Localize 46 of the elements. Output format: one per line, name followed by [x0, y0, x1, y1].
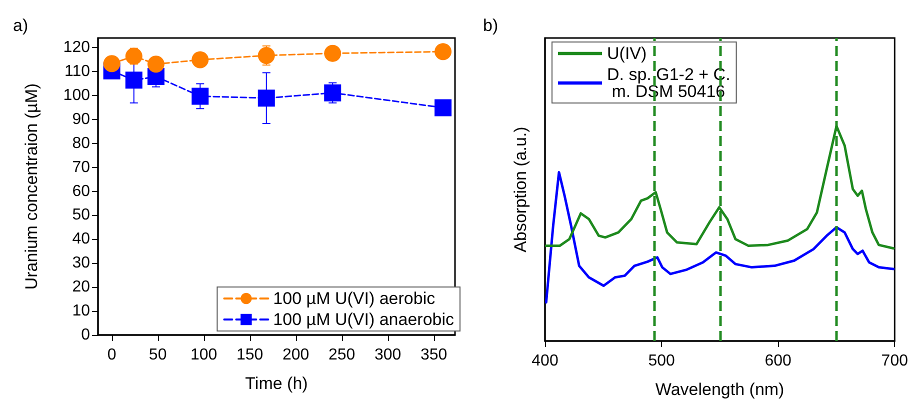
- legend-label: 100 µM U(VI) anaerobic: [273, 310, 454, 329]
- y-tick-label: 10: [72, 302, 90, 320]
- chart-title: b): [483, 16, 498, 35]
- point: [324, 44, 342, 62]
- point: [258, 46, 275, 64]
- x-tick-label: 100: [190, 346, 218, 364]
- point: [434, 99, 452, 116]
- x-tick-label: 600: [764, 352, 792, 370]
- x-tick-label: 350: [420, 346, 448, 364]
- x-axis-title: Time (h): [245, 374, 308, 393]
- point: [258, 90, 275, 107]
- point: [434, 43, 452, 60]
- x-tick-label: 150: [236, 346, 264, 364]
- x-tick-label: 700: [881, 352, 908, 370]
- x-tick-label: 500: [648, 352, 675, 370]
- x-tick-label: 250: [328, 346, 356, 364]
- x-tick-label: 50: [148, 346, 167, 364]
- point: [192, 88, 209, 105]
- chart-title: a): [13, 16, 28, 35]
- y-tick-label: 110: [64, 63, 90, 80]
- y-axis-title: Absorption (a.u.): [511, 126, 530, 252]
- point: [147, 56, 164, 73]
- y-tick-label: 100: [63, 86, 90, 104]
- y-tick-label: 60: [72, 182, 90, 200]
- point: [192, 51, 209, 68]
- y-tick-label: 80: [72, 134, 90, 152]
- x-tick-label: 400: [532, 352, 558, 370]
- x-axis-title: Wavelength (nm): [655, 380, 784, 399]
- point: [324, 84, 342, 102]
- y-tick-label: 40: [72, 230, 90, 248]
- x-tick-label: 0: [107, 346, 116, 364]
- point: [103, 55, 120, 72]
- legend-label: U(IV): [607, 44, 647, 63]
- y-tick-label: 120: [63, 39, 90, 56]
- x-tick-label: 200: [282, 346, 310, 364]
- y-tick-label: 70: [72, 158, 90, 176]
- y-tick-label: 20: [72, 278, 90, 296]
- y-tick-label: 0: [81, 326, 90, 344]
- y-tick-label: 30: [72, 254, 90, 272]
- y-tick-label: 90: [72, 110, 90, 128]
- point: [125, 72, 142, 89]
- legend-label: 100 µM U(VI) aerobic: [273, 289, 436, 308]
- x-tick-label: 300: [374, 346, 402, 364]
- y-axis-title: Uranium concentraion (µM): [22, 83, 41, 290]
- point: [125, 48, 142, 65]
- y-tick-label: 50: [72, 206, 90, 224]
